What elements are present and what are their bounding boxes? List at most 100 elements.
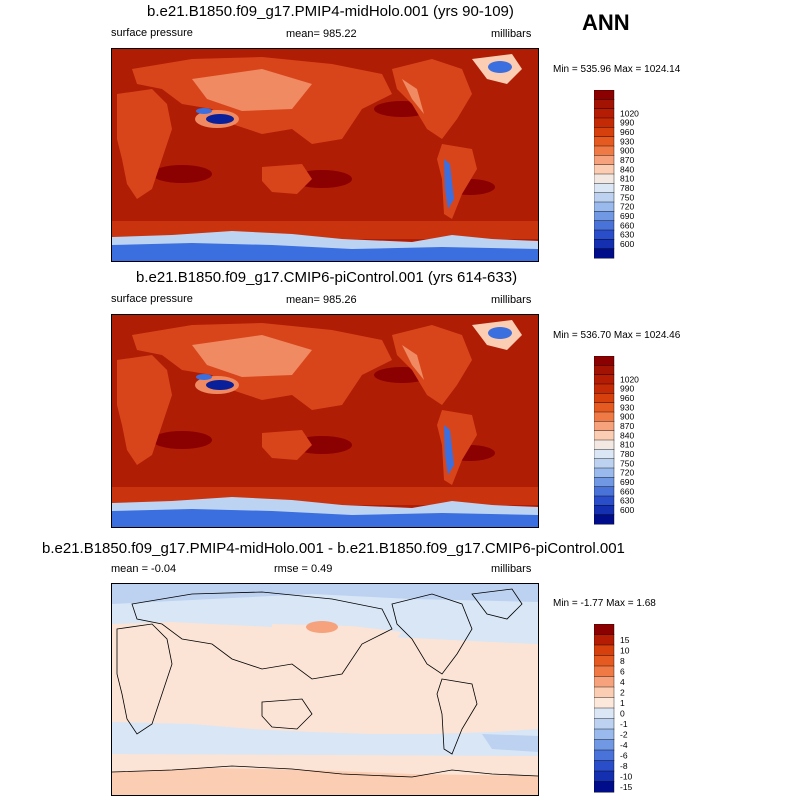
panel2-greenland-ice: [488, 327, 512, 339]
colorbar-swatch: [593, 155, 615, 166]
colorbar-tick-label: 930: [620, 402, 634, 412]
colorbar-tick-label: 720: [620, 468, 634, 478]
panel3-coast-eurasia: [131, 591, 393, 680]
panel3-units-label: millibars: [491, 563, 532, 575]
panel1-colorbar: 1020 990 960 930 900 870 840 810 780 750 720 690 660…: [593, 89, 654, 265]
colorbar-tick-label: 660: [620, 220, 634, 230]
panel1-map: [111, 48, 539, 262]
colorbar-swatch: [593, 374, 615, 385]
panel1-land-north-america: [392, 59, 472, 139]
colorbar-tick-label: 630: [620, 496, 634, 506]
panel1-land-africa: [117, 89, 172, 199]
panel3-negative-anomaly: [112, 584, 538, 604]
panel1-greenland-ice: [488, 61, 512, 73]
colorbar-tick-label: 690: [620, 477, 634, 487]
colorbar-tick-label: 1020: [620, 374, 639, 384]
colorbar-tick-label: 750: [620, 192, 634, 202]
colorbar-swatch: [593, 108, 615, 119]
colorbar-tick-label: 810: [620, 174, 634, 184]
colorbar-tick-label: -10: [620, 771, 633, 781]
panel2-colorbar-svg: 1020990960930900870840810780750720690660…: [593, 355, 639, 525]
colorbar-swatch: [593, 355, 615, 366]
colorbar-swatch: [593, 248, 615, 259]
colorbar-swatch: [593, 697, 615, 709]
colorbar-swatch: [593, 421, 615, 432]
panel3-coast-africa: [116, 623, 173, 735]
season-label: ANN: [582, 10, 630, 35]
colorbar-tick-label: 870: [620, 155, 634, 165]
colorbar-tick-label: -15: [620, 782, 633, 792]
colorbar-tick-label: 8: [620, 656, 625, 666]
colorbar-swatch: [593, 655, 615, 667]
colorbar-tick-label: 990: [620, 118, 634, 128]
colorbar-swatch: [593, 514, 615, 525]
colorbar-tick-label: 600: [620, 505, 634, 515]
colorbar-swatch: [593, 760, 615, 772]
colorbar-swatch: [593, 239, 615, 250]
colorbar-swatch: [593, 486, 615, 497]
colorbar-tick-label: 720: [620, 202, 634, 212]
colorbar-tick-label: 930: [620, 136, 634, 146]
panel3-map: [111, 583, 539, 796]
panel2-title: b.e21.B1850.f09_g17.CMIP6-piControl.001 …: [136, 269, 518, 286]
colorbar-tick-label: 600: [620, 239, 634, 249]
panel2-antarctica-interior: [112, 509, 538, 527]
colorbar-swatch: [593, 164, 615, 175]
colorbar-swatch: [593, 449, 615, 460]
colorbar-tick-label: 690: [620, 211, 634, 221]
colorbar-swatch: [593, 211, 615, 222]
panel2-land-australia: [262, 430, 312, 460]
panel1-land-highland: [192, 69, 312, 111]
colorbar-swatch: [593, 145, 615, 156]
colorbar-swatch: [593, 781, 615, 793]
colorbar-swatch: [593, 477, 615, 488]
panel3-minmax-label: Min = -1.77 Max = 1.68: [553, 598, 656, 609]
colorbar-tick-label: 900: [620, 146, 634, 156]
colorbar-swatch: [593, 430, 615, 441]
panel1-tibet-edge: [196, 108, 212, 114]
colorbar-tick-label: 1020: [620, 108, 639, 118]
panel3-rmse-label: rmse = 0.49: [274, 563, 333, 575]
panel3-mean-label: mean = -0.04: [111, 563, 177, 575]
colorbar-swatch: [593, 192, 615, 203]
colorbar-tick-label: 840: [620, 164, 634, 174]
colorbar-swatch: [593, 634, 615, 646]
colorbar-tick-label: 960: [620, 127, 634, 137]
panel1-variable-label: surface pressure: [111, 27, 193, 39]
colorbar-swatch: [593, 644, 615, 657]
colorbar-swatch: [593, 127, 615, 138]
colorbar-tick-label: 4: [620, 677, 625, 687]
panel3-coast-north-america: [391, 593, 473, 675]
panel1-colorbar-svg: 1020990960930900870840810780750720690660…: [593, 89, 639, 259]
colorbar-swatch: [593, 173, 615, 184]
colorbar-tick-label: 10: [620, 645, 630, 655]
colorbar-swatch: [593, 458, 615, 469]
panel1-map-svg: [112, 49, 538, 261]
colorbar-swatch: [593, 749, 615, 762]
colorbar-tick-label: 900: [620, 412, 634, 422]
panel3-coast-australia: [261, 698, 313, 730]
colorbar-swatch: [593, 770, 615, 783]
colorbar-tick-label: 990: [620, 384, 634, 394]
colorbar-tick-label: 0: [620, 708, 625, 718]
colorbar-tick-label: 870: [620, 421, 634, 431]
panel2-map: [111, 314, 539, 528]
colorbar-swatch: [593, 411, 615, 422]
panel1-antarctica-interior: [112, 243, 538, 261]
panel1-land-australia: [262, 164, 312, 194]
colorbar-swatch: [593, 365, 615, 376]
colorbar-swatch: [593, 89, 615, 100]
colorbar-swatch: [593, 728, 615, 741]
panel1-andes-low: [444, 159, 454, 209]
panel1-tibet-low: [206, 114, 234, 124]
panel2-land-rockies: [402, 345, 424, 380]
panel2-variable-label: surface pressure: [111, 293, 193, 305]
panel3-colorbar: 15 10 8 6 4 2 1 0 -1 -2 -4 -6 -8 -10 -15: [593, 623, 654, 799]
colorbar-swatch: [593, 467, 615, 478]
panel3-positive-anomaly: [112, 622, 538, 734]
colorbar-swatch: [593, 383, 615, 394]
colorbar-swatch: [593, 495, 615, 506]
colorbar-swatch: [593, 183, 615, 194]
panel1-title: b.e21.B1850.f09_g17.PMIP4-midHolo.001 (y…: [147, 3, 514, 20]
colorbar-tick-label: 780: [620, 449, 634, 459]
